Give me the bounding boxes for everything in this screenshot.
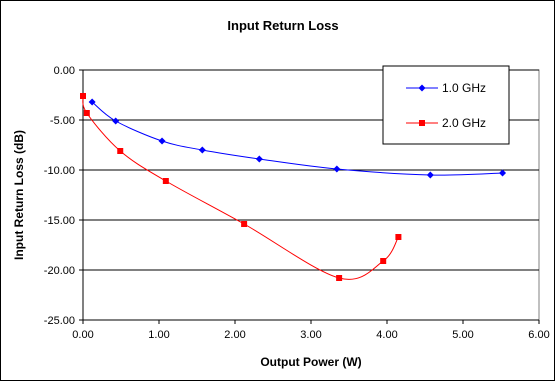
data-point-1ghz — [255, 155, 263, 163]
data-point-1ghz — [112, 117, 120, 125]
x-tick-label: 3.00 — [300, 329, 321, 341]
chart-title: Input Return Loss — [227, 18, 338, 33]
legend-marker-1ghz — [418, 84, 426, 92]
x-tick-label: 2.00 — [224, 329, 245, 341]
data-point-1ghz — [88, 98, 96, 106]
data-point-1ghz — [499, 169, 507, 177]
y-tick-label: -20.00 — [44, 265, 75, 277]
y-axis-title: Input Return Loss (dB) — [12, 130, 26, 260]
data-point-2ghz — [395, 234, 402, 240]
legend-label-2ghz: 2.0 GHz — [442, 116, 486, 130]
x-tick-label: 0.00 — [72, 329, 93, 341]
data-point-2ghz — [336, 275, 343, 281]
data-point-1ghz — [158, 137, 166, 145]
data-point-2ghz — [162, 178, 169, 184]
legend-marker-2ghz — [419, 120, 425, 126]
legend-label-1ghz: 1.0 GHz — [442, 81, 486, 95]
data-point-2ghz — [380, 258, 387, 264]
y-tick-label: 0.00 — [54, 65, 75, 77]
data-point-1ghz — [198, 146, 206, 154]
legend-box — [382, 65, 510, 145]
legend: 1.0 GHz 2.0 GHz — [382, 65, 510, 145]
x-tick-label: 4.00 — [376, 329, 397, 341]
y-tick-label: -5.00 — [50, 115, 75, 127]
x-tick-label: 6.00 — [528, 329, 549, 341]
series-line-2ghz — [82, 95, 399, 280]
data-point-2ghz — [117, 148, 124, 154]
series-layer — [80, 93, 507, 281]
x-axis-title: Output Power (W) — [260, 355, 361, 369]
data-point-1ghz — [426, 171, 434, 179]
data-point-1ghz — [333, 165, 341, 173]
x-tick-label: 5.00 — [452, 329, 473, 341]
axes: 0.00 -5.00 -10.00 -15.00 -20.00 -25.00 0.00 1.0… — [44, 65, 550, 341]
y-tick-label: -10.00 — [44, 165, 75, 177]
data-point-2ghz — [83, 110, 90, 116]
data-point-2ghz — [80, 93, 86, 99]
y-tick-label: -25.00 — [44, 315, 75, 327]
data-point-2ghz — [241, 221, 248, 227]
x-tick-label: 1.00 — [148, 329, 169, 341]
y-tick-label: -15.00 — [44, 215, 75, 227]
